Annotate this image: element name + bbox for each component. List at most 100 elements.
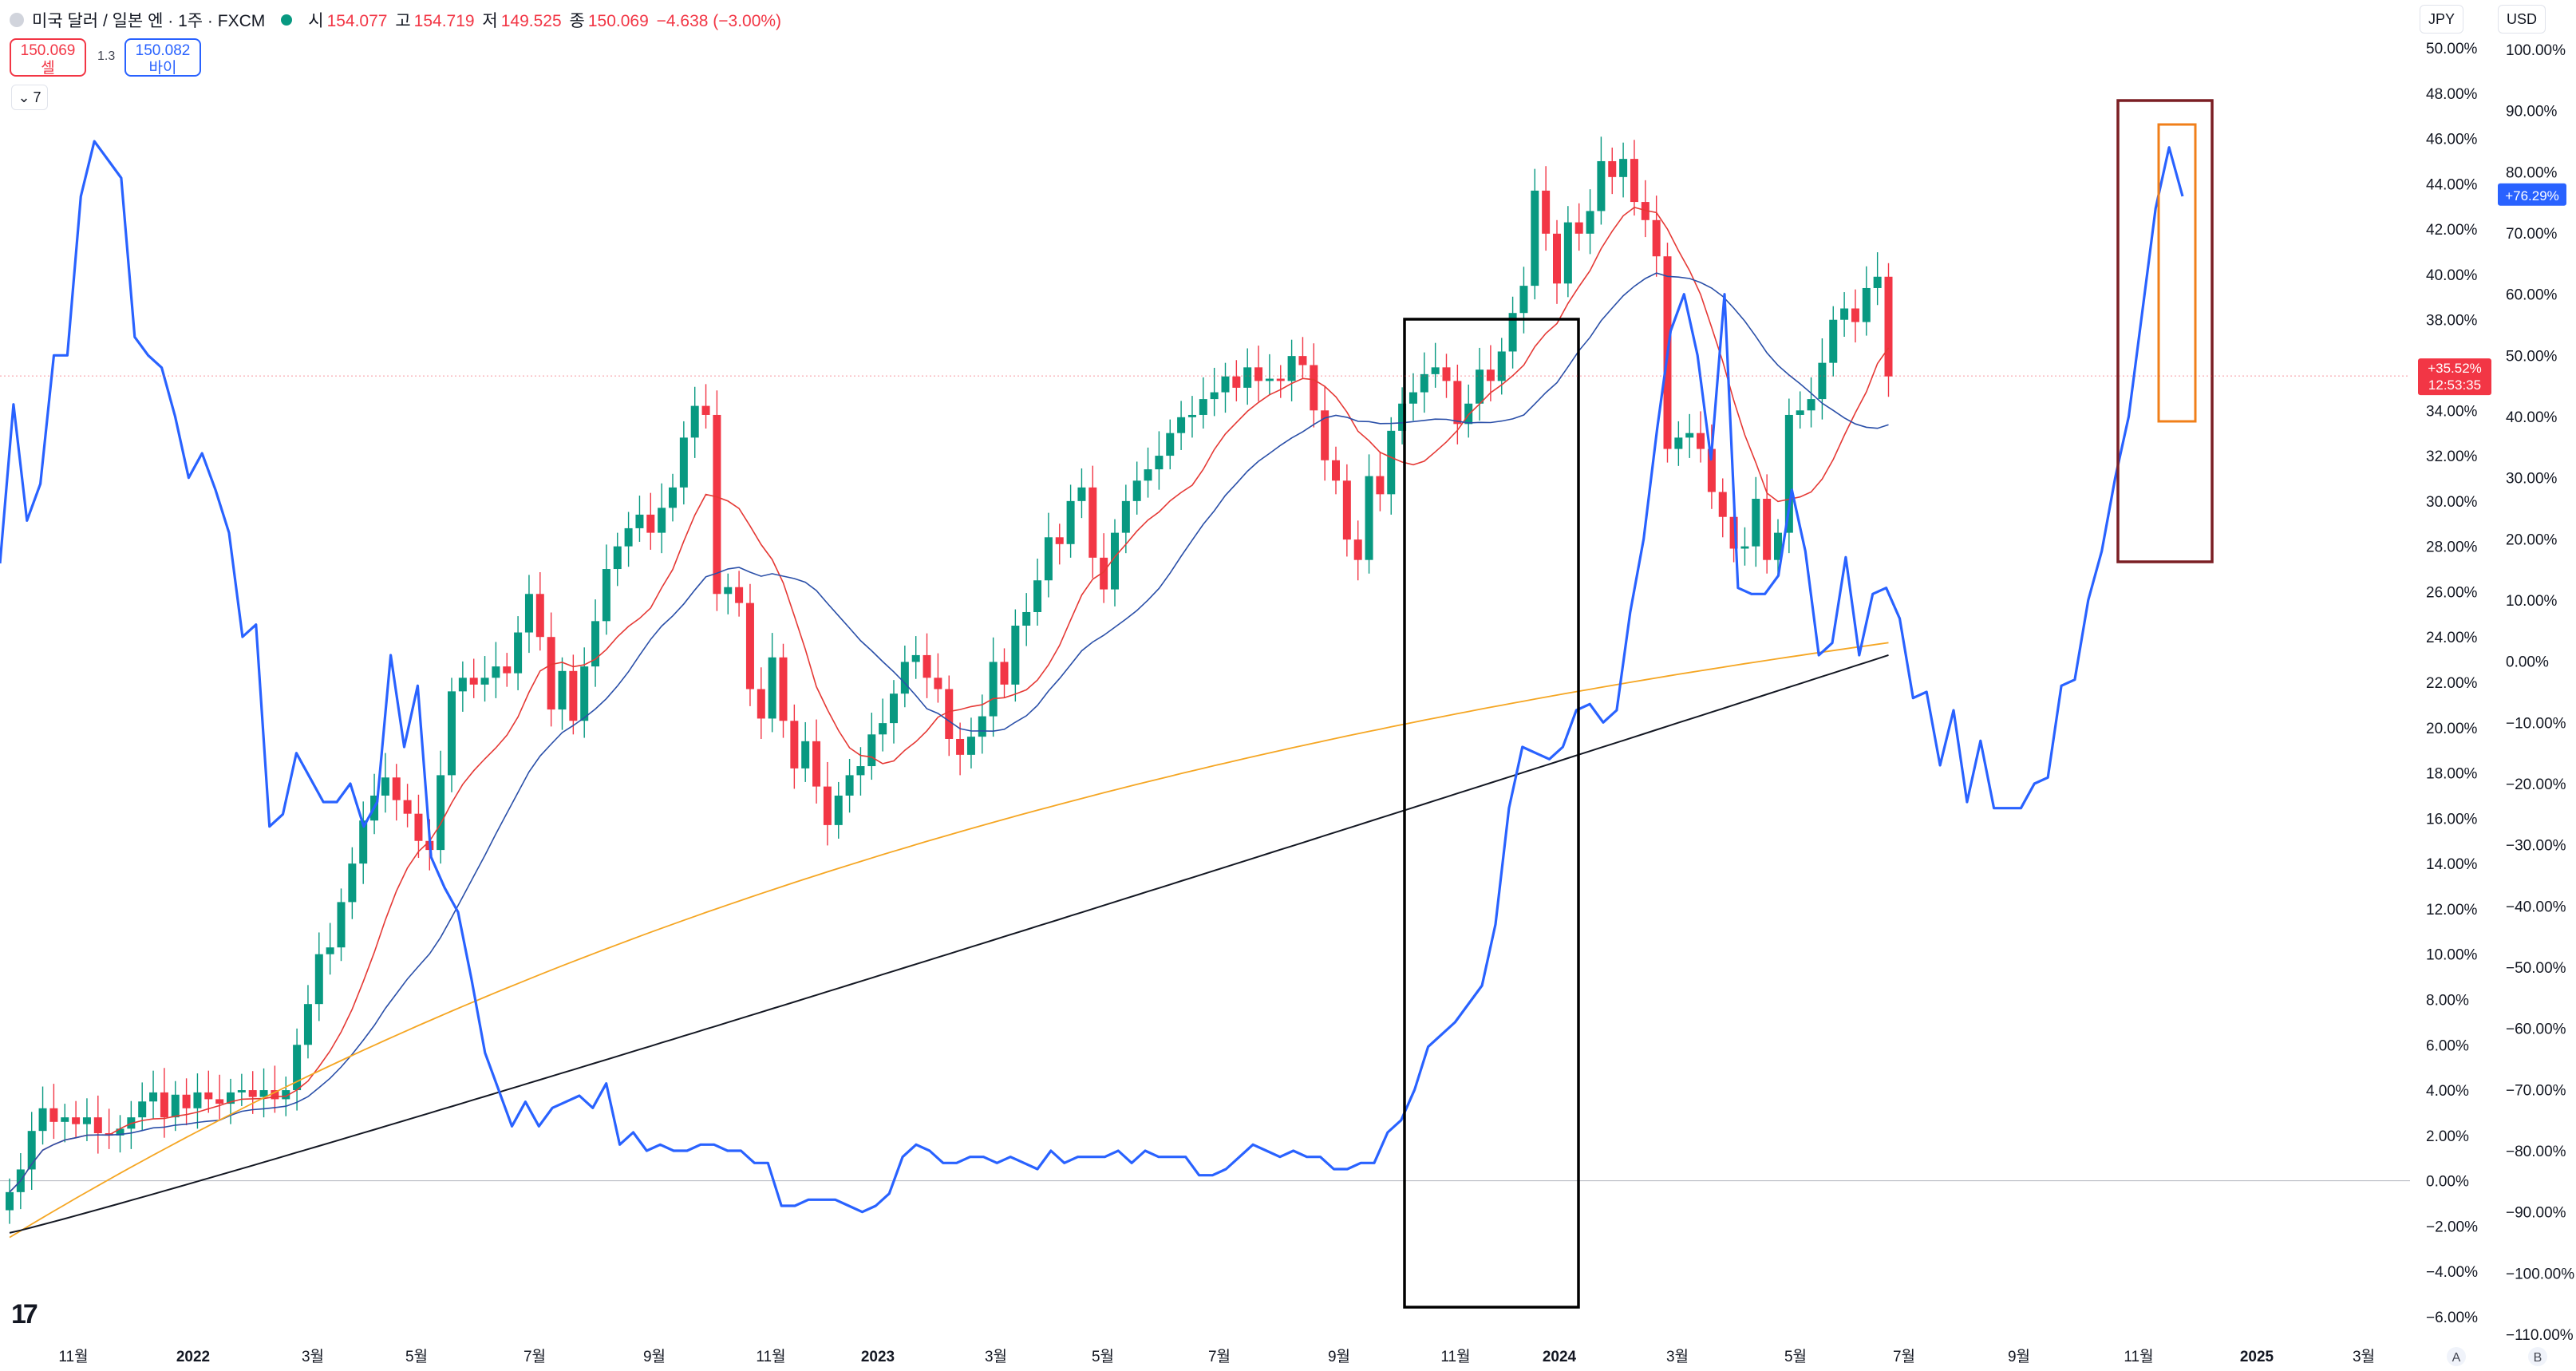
y-left-tick: 10.00% xyxy=(2426,947,2478,964)
candle-body xyxy=(1840,308,1849,320)
y-right-tick: 70.00% xyxy=(2506,226,2558,243)
candle-body xyxy=(1265,378,1274,381)
y-right-tick: 90.00% xyxy=(2506,104,2558,121)
candle-body xyxy=(403,800,412,814)
y-left-tick: 2.00% xyxy=(2426,1128,2469,1145)
y-left-tick: −2.00% xyxy=(2426,1219,2478,1235)
candle-body xyxy=(569,670,578,721)
candle-body xyxy=(171,1094,180,1118)
candle-body xyxy=(945,689,954,739)
candle-body xyxy=(812,741,821,787)
y-right-tick: 50.00% xyxy=(2506,348,2558,365)
countdown-value: 12:53:35 xyxy=(2428,377,2481,393)
candle-body xyxy=(1387,430,1396,495)
sell-button[interactable]: 150.069 셀 xyxy=(10,38,86,77)
candle-body xyxy=(1310,365,1318,411)
buy-button[interactable]: 150.082 바이 xyxy=(124,38,201,77)
ma-long-line xyxy=(9,654,1889,1234)
candle-body xyxy=(49,1108,58,1122)
change-readout: −4.638 (−3.00%) xyxy=(656,12,782,30)
candle-body xyxy=(138,1101,147,1118)
candle-body xyxy=(1121,500,1130,533)
candle-body xyxy=(1586,211,1594,234)
candle-body xyxy=(6,1191,14,1211)
candle-body xyxy=(326,947,334,954)
candle-body xyxy=(1442,367,1451,381)
candle-body xyxy=(1132,480,1141,501)
currency-left-select[interactable]: JPY xyxy=(2420,5,2464,34)
candle-body xyxy=(856,766,865,776)
candle-body xyxy=(1187,414,1196,417)
candle-body xyxy=(900,662,909,694)
candle-body xyxy=(1431,367,1440,374)
scale-button xyxy=(2447,1347,2466,1366)
x-axis-tick: 11월 xyxy=(1440,1348,1470,1365)
candle-body xyxy=(1486,369,1495,381)
x-axis-tick: 7월 xyxy=(1208,1348,1231,1365)
candle-body xyxy=(669,487,677,508)
candle-body xyxy=(1254,367,1263,381)
candle-body xyxy=(1332,460,1340,481)
candle-body xyxy=(790,721,799,768)
y-left-tick: 16.00% xyxy=(2426,811,2478,828)
candle-body xyxy=(1144,469,1152,481)
last-price-value: +35.52% xyxy=(2428,361,2482,376)
candle-body xyxy=(1641,202,1650,220)
candle-body xyxy=(182,1094,191,1108)
y-right-tick: −110.00% xyxy=(2506,1327,2574,1344)
y-right-tick: 10.00% xyxy=(2506,593,2558,610)
candle-body xyxy=(690,405,699,438)
y-right-tick: −70.00% xyxy=(2506,1082,2566,1099)
y-left-tick: 30.00% xyxy=(2426,494,2478,511)
candle-body xyxy=(1807,399,1815,411)
candle-body xyxy=(1597,160,1606,211)
candle-body xyxy=(1376,476,1385,495)
x-axis-tick: 2022 xyxy=(176,1349,210,1365)
candle-body xyxy=(1740,546,1749,549)
indicators-toggle[interactable]: ⌄ 7 xyxy=(11,85,48,110)
candle-body xyxy=(1784,414,1793,533)
y-left-tick: 18.00% xyxy=(2426,766,2478,783)
comparison-line xyxy=(0,140,2184,1214)
candle-body xyxy=(359,820,368,864)
candle-body xyxy=(1420,373,1428,393)
candle-body xyxy=(890,693,898,724)
overlay-value-tag xyxy=(2498,183,2566,206)
scale-button-label[interactable]: A xyxy=(2452,1351,2461,1365)
candle-body xyxy=(492,666,500,678)
scale-button xyxy=(2528,1347,2547,1366)
candle-body xyxy=(160,1092,168,1118)
y-right-tick: −90.00% xyxy=(2506,1205,2566,1222)
y-left-tick: 6.00% xyxy=(2426,1037,2469,1054)
candle-body xyxy=(613,546,622,570)
currency-right-select[interactable]: USD xyxy=(2498,5,2546,34)
y-right-tick: 100.00% xyxy=(2506,42,2566,59)
candle-body xyxy=(1287,356,1296,381)
y-right-tick: −50.00% xyxy=(2506,960,2566,977)
candle-body xyxy=(1752,499,1760,547)
candle-body xyxy=(237,1090,246,1092)
candle-body xyxy=(61,1117,69,1122)
y-left-tick: 42.00% xyxy=(2426,222,2478,239)
candle-body xyxy=(646,514,655,533)
y-left-tick: 24.00% xyxy=(2426,630,2478,646)
candle-body xyxy=(1276,378,1285,381)
ma-slow-line xyxy=(9,642,1889,1239)
buy-label: 바이 xyxy=(148,60,177,77)
candle-body xyxy=(1398,403,1407,431)
scale-button-label[interactable]: B xyxy=(2534,1351,2542,1365)
candle-body xyxy=(116,1128,124,1136)
x-axis-tick: 5월 xyxy=(1092,1348,1114,1365)
candle-body xyxy=(745,603,754,689)
symbol-title[interactable]: 미국 달러 / 일본 엔 · 1주 · FXCM xyxy=(32,12,266,30)
candle-body xyxy=(314,954,323,1005)
overlay-value: +76.29% xyxy=(2505,188,2559,203)
candle-body xyxy=(248,1090,257,1097)
candle-body xyxy=(204,1092,213,1100)
candle-body xyxy=(93,1117,102,1134)
candle-body xyxy=(458,678,467,692)
candle-body xyxy=(966,737,975,755)
candle-body xyxy=(1873,276,1882,288)
sell-price: 150.069 xyxy=(20,42,76,59)
